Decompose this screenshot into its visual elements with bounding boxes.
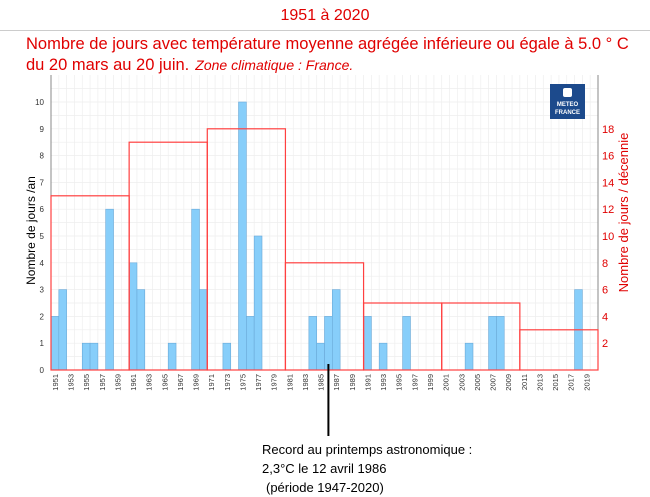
y-tick-label: 5 — [40, 232, 45, 241]
bar-2007 — [488, 316, 497, 371]
bar-1993 — [378, 342, 388, 371]
bar-1984 — [308, 316, 317, 371]
period-label: 1951 à 2020 — [280, 7, 370, 24]
y-tick-label: 8 — [40, 152, 45, 161]
bar-1951 — [50, 316, 60, 371]
x-tick-label: 1951 — [51, 374, 60, 391]
bar-1987 — [332, 289, 341, 371]
y2-tick-label: 8 — [602, 258, 608, 270]
y-tick-label: 6 — [40, 205, 45, 214]
x-tick-label: 1973 — [223, 374, 232, 391]
y-tick-label: 4 — [40, 259, 45, 268]
y-tick-label: 1 — [40, 339, 45, 348]
y2-tick-label: 2 — [602, 338, 608, 350]
y-tick-label: 2 — [40, 312, 45, 321]
x-tick-label: 1989 — [348, 374, 357, 391]
y2-axis-title: Nombre de jours / décennie — [616, 133, 631, 293]
y2-tick-label: 14 — [602, 177, 614, 189]
logo-text: METEO — [557, 102, 579, 108]
bar-1986 — [324, 316, 333, 371]
x-tick-label: 1993 — [379, 374, 388, 391]
bar-1958 — [105, 208, 114, 371]
bar-1991 — [363, 316, 372, 371]
y2-tick-label: 12 — [602, 204, 614, 216]
y2-tick-label: 4 — [602, 311, 608, 323]
y-axis-title: Nombre de jours /an — [24, 176, 38, 285]
x-tick-label: 1981 — [285, 374, 294, 391]
bar-1970 — [199, 289, 208, 371]
logo-text: FRANCE — [555, 110, 580, 116]
bar-1985 — [316, 342, 325, 371]
record-annotation: Record au printemps astronomique : 2,3°C… — [262, 440, 472, 497]
x-tick-label: 1975 — [238, 374, 247, 391]
x-tick-label: 1955 — [82, 374, 91, 391]
y-tick-label: 10 — [35, 98, 44, 107]
x-tick-label: 2005 — [473, 374, 482, 391]
bar-1977 — [253, 235, 263, 371]
x-tick-label: 1999 — [426, 374, 435, 391]
x-tick-label: 1985 — [317, 374, 326, 391]
y-tick-label: 9 — [40, 125, 45, 134]
bar-1952 — [58, 289, 67, 371]
record-line2: 2,3°C le 12 avril 1986 — [262, 461, 387, 476]
bar-1973 — [222, 342, 232, 371]
zone-label: Zone climatique : France. — [195, 57, 354, 73]
x-tick-label: 2017 — [567, 374, 576, 391]
x-tick-label: 1971 — [207, 374, 216, 391]
x-tick-label: 2015 — [551, 374, 560, 391]
bar-2008 — [496, 316, 505, 371]
x-tick-label: 1977 — [254, 374, 263, 391]
bar-1962 — [136, 289, 146, 371]
y2-tick-label: 10 — [602, 231, 614, 243]
bar-1961 — [128, 262, 138, 371]
y2-tick-label: 16 — [602, 151, 614, 163]
decade-bar-1971 — [206, 128, 287, 371]
x-tick-label: 2001 — [442, 374, 451, 391]
title-text: Nombre de jours avec température moyenne… — [26, 35, 629, 74]
x-tick-label: 1997 — [410, 374, 419, 391]
y2-tick-label: 18 — [602, 124, 614, 136]
x-tick-label: 1991 — [363, 374, 372, 391]
x-tick-label: 2003 — [457, 374, 466, 391]
bar-1976 — [246, 316, 255, 371]
x-tick-label: 1953 — [67, 374, 76, 391]
y-tick-label: 3 — [40, 286, 45, 295]
x-tick-label: 2019 — [582, 374, 591, 391]
bar-1966 — [167, 342, 177, 371]
x-tick-label: 1961 — [129, 374, 138, 391]
bar-1955 — [81, 342, 91, 371]
record-line3: (période 1947-2020) — [266, 480, 384, 495]
x-tick-label: 1963 — [145, 374, 154, 391]
x-tick-label: 1969 — [192, 374, 201, 391]
y-tick-label: 7 — [40, 178, 45, 187]
y-tick-label: 0 — [40, 366, 45, 375]
logo-icon — [563, 88, 572, 97]
x-tick-label: 1979 — [270, 374, 279, 391]
bar-1969 — [191, 208, 200, 371]
chart-title: Nombre de jours avec température moyenne… — [26, 34, 636, 76]
x-tick-label: 1967 — [176, 374, 185, 391]
y2-tick-label: 6 — [602, 285, 608, 297]
x-tick-label: 1995 — [395, 374, 404, 391]
x-tick-label: 2007 — [489, 374, 498, 391]
record-line1: Record au printemps astronomique : — [262, 442, 473, 457]
x-tick-label: 1965 — [160, 374, 169, 391]
bar-1996 — [402, 316, 411, 371]
x-tick-label: 1987 — [332, 374, 341, 391]
bar-1956 — [89, 342, 99, 371]
x-tick-label: 2011 — [520, 374, 529, 390]
x-tick-label: 1957 — [98, 374, 107, 391]
bar-2004 — [464, 342, 474, 371]
decade-bar-2011 — [519, 329, 599, 371]
divider — [0, 30, 650, 31]
x-tick-label: 1959 — [113, 374, 122, 391]
bar-1975 — [238, 101, 247, 371]
x-tick-label: 2013 — [535, 374, 544, 391]
x-tick-label: 2009 — [504, 374, 513, 391]
x-tick-label: 1983 — [301, 374, 310, 391]
